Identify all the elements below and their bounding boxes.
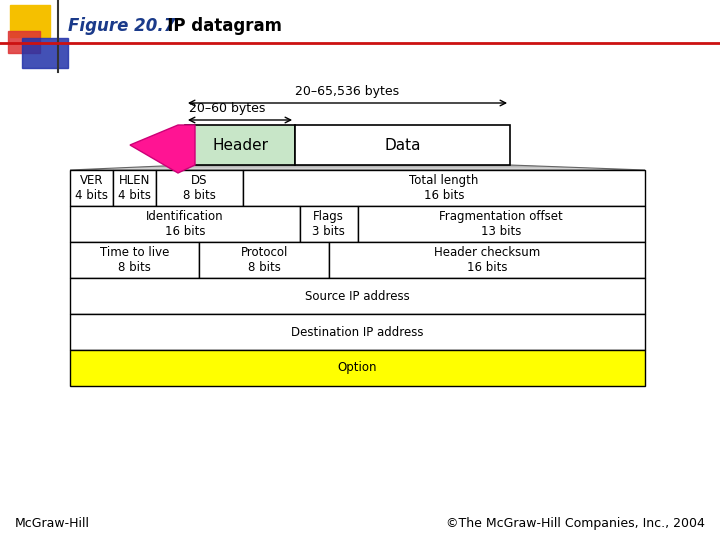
Text: Option: Option [338, 361, 377, 375]
Text: 20–65,536 bytes: 20–65,536 bytes [295, 85, 400, 98]
Bar [199, 242, 329, 278]
Text: Destination IP address: Destination IP address [292, 326, 424, 339]
Bar [70, 314, 645, 350]
Text: VER
4 bits: VER 4 bits [75, 174, 108, 202]
Bar [70, 242, 199, 278]
Text: Time to live
8 bits: Time to live 8 bits [100, 246, 169, 274]
Bar [8, 31, 40, 53]
Text: IP datagram: IP datagram [150, 17, 282, 35]
Text: Fragmentation offset
13 bits: Fragmentation offset 13 bits [439, 210, 563, 238]
Text: Flags
3 bits: Flags 3 bits [312, 210, 345, 238]
Text: Figure 20.7: Figure 20.7 [68, 17, 176, 35]
Text: Header checksum
16 bits: Header checksum 16 bits [433, 246, 540, 274]
Bar [358, 206, 645, 242]
Text: DS
8 bits: DS 8 bits [183, 174, 216, 202]
Bar [156, 170, 243, 206]
Text: Header: Header [212, 138, 268, 152]
Bar [70, 278, 645, 314]
Bar [22, 38, 68, 68]
Text: Total length
16 bits: Total length 16 bits [409, 174, 478, 202]
Bar [10, 5, 50, 37]
Text: Identification
16 bits: Identification 16 bits [146, 210, 224, 238]
Bar [113, 170, 156, 206]
Bar [300, 206, 358, 242]
Text: ©The McGraw-Hill Companies, Inc., 2004: ©The McGraw-Hill Companies, Inc., 2004 [446, 517, 705, 530]
Text: McGraw-Hill: McGraw-Hill [15, 517, 90, 530]
Bar [185, 125, 295, 165]
Text: Data: Data [384, 138, 420, 152]
Bar [70, 170, 113, 206]
Polygon shape [130, 125, 195, 173]
Text: Protocol
8 bits: Protocol 8 bits [240, 246, 288, 274]
Text: Source IP address: Source IP address [305, 289, 410, 302]
Text: 20–60 bytes: 20–60 bytes [189, 102, 266, 115]
Bar [295, 125, 510, 165]
Bar [70, 206, 300, 242]
Text: HLEN
4 bits: HLEN 4 bits [118, 174, 151, 202]
Bar [70, 350, 645, 386]
Bar [329, 242, 645, 278]
Bar [243, 170, 645, 206]
